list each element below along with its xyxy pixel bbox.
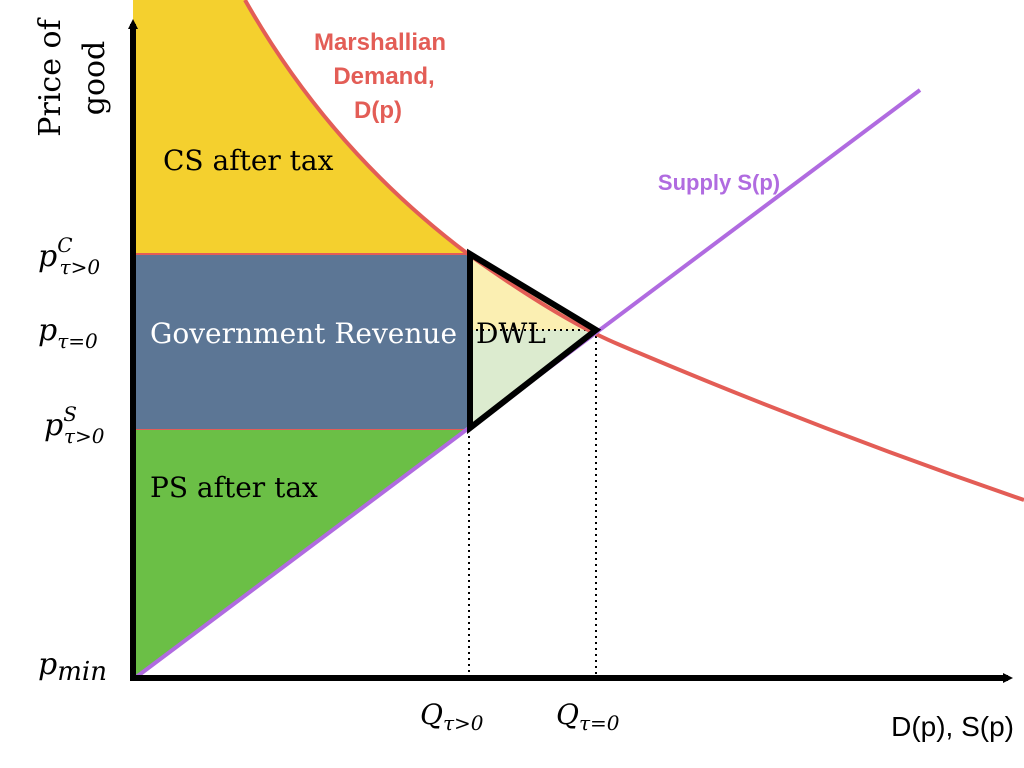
cs-label: CS after tax — [163, 144, 334, 177]
x-axis-label: D(p), S(p) — [891, 711, 1014, 742]
demand-label-line3: D(p) — [354, 97, 402, 124]
y-axis-label-line1: Price of — [33, 17, 68, 136]
ps-label: PS after tax — [150, 471, 318, 504]
quantity-tick-q-tax: Qτ>0 — [420, 698, 484, 735]
dwl-triangle-outline — [467, 248, 602, 435]
price-tick-pc: pC τ>0 — [38, 233, 100, 279]
price-tick-p0: pτ=0 — [38, 313, 98, 353]
demand-label-line2: Demand, — [333, 63, 434, 90]
y-axis-label-line2: good — [77, 41, 112, 116]
cs-region — [133, 0, 468, 254]
demand-label-line1: Marshallian — [314, 29, 446, 56]
supply-label: Supply S(p) — [658, 170, 780, 195]
revenue-region — [132, 253, 469, 431]
price-tick-pmin: pmin — [38, 647, 107, 687]
quantity-tick-q-notax: Qτ=0 — [556, 698, 620, 735]
price-tick-ps: pS τ>0 — [44, 402, 105, 448]
demand-curve — [243, 0, 1024, 502]
revenue-label: Government Revenue — [150, 317, 457, 350]
dwl-label: DWL — [476, 317, 546, 350]
